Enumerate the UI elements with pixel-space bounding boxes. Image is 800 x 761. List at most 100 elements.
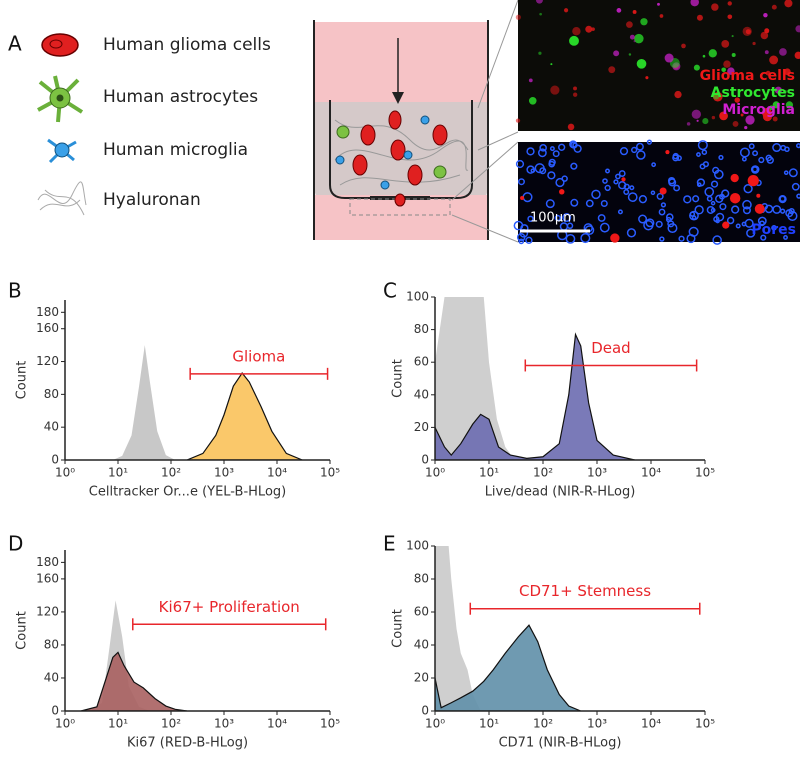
x-tick-label: 10⁰ bbox=[55, 717, 75, 731]
pore bbox=[570, 162, 578, 170]
signal-dot bbox=[742, 26, 752, 36]
pore bbox=[667, 223, 678, 234]
pore bbox=[660, 202, 667, 208]
signal-dot bbox=[723, 60, 731, 68]
y-tick-label: 120 bbox=[36, 354, 59, 368]
signal-dot bbox=[783, 89, 787, 94]
signal-dot bbox=[795, 25, 800, 33]
signal-dot bbox=[772, 101, 780, 109]
signal-dot bbox=[747, 175, 759, 187]
histogram-area bbox=[435, 624, 581, 711]
x-tick-label: 10² bbox=[161, 466, 181, 480]
signal-dot bbox=[754, 203, 765, 214]
y-tick-label: 60 bbox=[414, 355, 429, 369]
pore bbox=[712, 166, 720, 174]
pore bbox=[758, 156, 765, 164]
micrograph bbox=[518, 0, 800, 131]
y-tick-label: 40 bbox=[44, 670, 59, 684]
y-tick-label: 60 bbox=[414, 605, 429, 619]
pore bbox=[604, 184, 611, 192]
pore bbox=[743, 184, 753, 194]
pore bbox=[613, 179, 619, 185]
signal-dot bbox=[559, 189, 565, 195]
image-label: Astrocytes bbox=[711, 85, 795, 101]
pore bbox=[547, 171, 556, 180]
signal-dot bbox=[538, 51, 542, 55]
pore bbox=[718, 154, 724, 161]
micrograph-signal bbox=[515, 0, 800, 131]
gate-label: Glioma bbox=[232, 347, 285, 365]
signal-dot bbox=[722, 221, 730, 229]
signal-dot bbox=[591, 27, 595, 32]
pore bbox=[626, 228, 637, 238]
pore bbox=[565, 233, 576, 244]
x-tick-label: 10⁵ bbox=[320, 466, 340, 480]
x-axis-label: Ki67 (RED-B-HLog) bbox=[127, 736, 248, 751]
signal-dot bbox=[696, 14, 703, 21]
pore bbox=[741, 221, 747, 227]
signal-dot bbox=[629, 34, 635, 40]
signal-dot bbox=[731, 52, 736, 57]
x-tick-label: 10⁵ bbox=[695, 717, 715, 731]
pore bbox=[526, 147, 535, 156]
well-schematic bbox=[313, 0, 519, 243]
signal-dot bbox=[550, 63, 553, 66]
pore bbox=[580, 233, 591, 244]
signal-dot bbox=[681, 43, 686, 49]
pore bbox=[706, 205, 715, 214]
pore bbox=[566, 222, 574, 230]
gate-label: Dead bbox=[591, 339, 631, 357]
pore bbox=[635, 142, 644, 151]
signal-dot bbox=[633, 40, 636, 43]
panel-label: A bbox=[8, 32, 22, 56]
x-axis-label: CD71 (NIR-B-HLog) bbox=[499, 736, 622, 751]
pore bbox=[650, 190, 656, 196]
pore bbox=[629, 185, 635, 191]
histogram-area bbox=[186, 372, 303, 460]
pore bbox=[638, 214, 648, 224]
x-tick-label: 10¹ bbox=[479, 717, 499, 731]
pore bbox=[656, 192, 664, 200]
pore bbox=[597, 214, 606, 222]
panel-label: B bbox=[8, 279, 22, 303]
x-tick-label: 10⁴ bbox=[267, 466, 287, 480]
histogram-area bbox=[80, 651, 188, 711]
y-tick-label: 180 bbox=[36, 305, 59, 319]
pore bbox=[539, 167, 547, 175]
pore bbox=[712, 235, 722, 245]
pore bbox=[516, 232, 526, 242]
signal-dot bbox=[711, 3, 719, 11]
signal-dot bbox=[691, 109, 702, 119]
pore bbox=[672, 154, 680, 162]
pore bbox=[646, 139, 652, 145]
pore bbox=[552, 150, 560, 158]
pore bbox=[627, 192, 638, 202]
pore bbox=[701, 149, 708, 155]
signal-dot bbox=[528, 96, 537, 105]
pore bbox=[623, 183, 630, 190]
signal-dot bbox=[621, 177, 626, 182]
pore bbox=[759, 220, 765, 227]
pore bbox=[742, 206, 751, 215]
pore bbox=[537, 148, 547, 158]
y-tick-label: 100 bbox=[406, 290, 429, 304]
x-tick-label: 10³ bbox=[587, 466, 607, 480]
signal-dot bbox=[769, 105, 774, 111]
pore bbox=[752, 150, 759, 157]
legend-label: Human glioma cells bbox=[103, 35, 271, 55]
pore bbox=[619, 146, 629, 156]
image-label: Microglia bbox=[722, 102, 795, 118]
x-tick-label: 10³ bbox=[214, 717, 234, 731]
pore bbox=[557, 143, 566, 151]
y-tick-label: 40 bbox=[44, 420, 59, 434]
signal-dot bbox=[608, 66, 616, 74]
signal-dot bbox=[711, 115, 716, 120]
signal-dot bbox=[665, 149, 670, 155]
signal-dot bbox=[659, 187, 667, 195]
pore bbox=[741, 156, 747, 162]
signal-dot bbox=[626, 21, 633, 28]
pore bbox=[726, 216, 735, 225]
pore bbox=[696, 152, 701, 157]
signal-dot bbox=[585, 25, 593, 33]
signal-dot bbox=[567, 123, 575, 131]
